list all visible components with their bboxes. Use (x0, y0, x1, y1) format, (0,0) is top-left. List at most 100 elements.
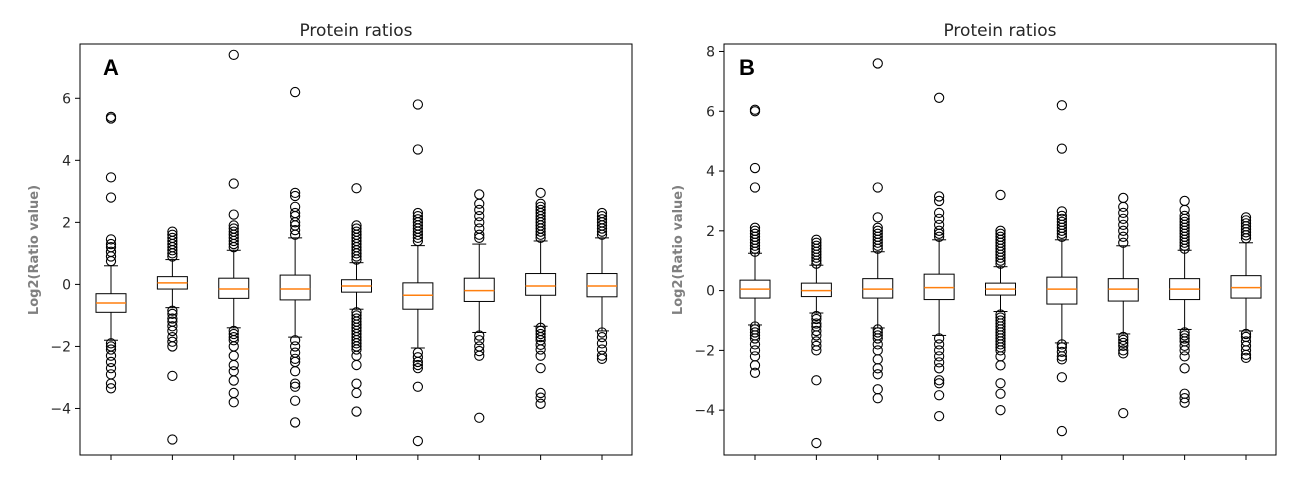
outlier-point (995, 189, 1006, 201)
outlier-point (228, 335, 239, 346)
outlier-point (872, 243, 883, 254)
outlier-point (105, 255, 117, 267)
outlier-point (167, 248, 178, 259)
outlier-point (933, 351, 945, 362)
iqr-box (279, 274, 311, 301)
outlier-point (1118, 408, 1129, 419)
panel-a-box-7 (463, 189, 495, 423)
panel-a-box-6 (402, 99, 434, 447)
outlier-point (811, 345, 822, 356)
outlier-point (228, 397, 239, 408)
outlier-point (412, 359, 424, 371)
outlier-point (412, 435, 424, 447)
outlier-point (535, 398, 546, 409)
outlier-point (749, 162, 761, 174)
outlier-point (105, 369, 117, 380)
outlier-point (1240, 227, 1252, 238)
outlier-point (474, 198, 485, 209)
outlier-point (474, 232, 485, 244)
outlier-point (1118, 207, 1129, 219)
outlier-point (474, 217, 485, 228)
outlier-point (105, 362, 117, 374)
outlier-point (228, 235, 239, 247)
outlier-point (872, 369, 883, 380)
outlier-point (749, 327, 761, 338)
outlier-point (412, 229, 424, 240)
outlier-point (167, 308, 178, 320)
outlier-point (811, 252, 822, 263)
panel-a-box-8 (525, 187, 557, 409)
outlier-point (228, 366, 239, 377)
outlier-point (289, 86, 301, 98)
panel-a-box-1 (95, 111, 127, 394)
outlier-point (596, 353, 608, 364)
panel-a-y-tick-label: 0 (62, 277, 71, 293)
outlier-point (933, 410, 945, 422)
outlier-point (351, 338, 362, 349)
outlier-point (1179, 397, 1190, 408)
outlier-point (995, 405, 1006, 416)
outlier-point (995, 345, 1006, 356)
outlier-point (228, 387, 239, 399)
outlier-point (535, 187, 546, 199)
outlier-point (535, 331, 546, 343)
outlier-point (995, 252, 1006, 263)
panel-b-y-tick-label: −4 (694, 403, 715, 419)
outlier-point (474, 335, 485, 346)
outlier-point (1179, 363, 1190, 374)
panel-b-plot-area: −4 −2 0 2 4 6 8 (694, 43, 1277, 460)
outlier-point (811, 340, 822, 352)
outlier-point (289, 353, 301, 364)
outlier-point (167, 370, 178, 382)
outlier-point (105, 172, 117, 183)
outlier-point (228, 209, 239, 220)
outlier-point (872, 384, 883, 395)
outlier-point (289, 229, 301, 240)
outlier-point (474, 345, 485, 357)
outlier-point (289, 224, 301, 236)
outlier-point (474, 412, 485, 423)
outlier-point (872, 58, 883, 69)
iqr-box (402, 282, 434, 310)
outlier-point (351, 406, 362, 417)
panel-a-title: Protein ratios (299, 21, 412, 41)
outlier-point (351, 344, 362, 355)
outlier-point (474, 330, 485, 341)
outlier-point (351, 378, 362, 389)
panel-a-box-5 (341, 183, 372, 417)
outlier-point (1056, 354, 1068, 365)
panel-b-letter: B (739, 55, 755, 80)
outlier-point (167, 336, 178, 347)
outlier-point (749, 240, 761, 251)
outlier-point (474, 189, 485, 200)
panel-b-box-8 (1169, 195, 1201, 408)
outlier-point (872, 339, 883, 350)
outlier-point (811, 255, 822, 266)
panel-a-y-tick-label: −2 (50, 339, 71, 355)
outlier-point (811, 318, 822, 329)
outlier-point (1056, 351, 1068, 362)
outlier-point (1179, 330, 1190, 341)
outlier-point (1118, 231, 1129, 242)
outlier-point (289, 341, 301, 352)
panel-b-box-7 (1107, 192, 1139, 419)
panel-b-y-axis-label: Log2(Ratio value) (671, 185, 686, 315)
iqr-box (525, 273, 557, 296)
outlier-point (105, 338, 117, 349)
outlier-point (933, 390, 945, 401)
iqr-box (586, 273, 618, 298)
panel-a-axes-frame (79, 43, 633, 456)
outlier-point (1179, 333, 1190, 344)
outlier-point (749, 104, 761, 115)
outlier-point (1240, 345, 1252, 356)
panel-b-y-tick-label: 6 (706, 104, 715, 120)
panel-a-box-3 (218, 49, 250, 408)
outlier-point (1118, 219, 1129, 230)
outlier-point (1179, 345, 1190, 356)
outlier-point (535, 229, 546, 240)
panel-a-y-tick-label: −4 (50, 401, 71, 417)
outlier-point (228, 375, 239, 386)
outlier-point (1056, 225, 1068, 236)
outlier-point (474, 229, 485, 240)
